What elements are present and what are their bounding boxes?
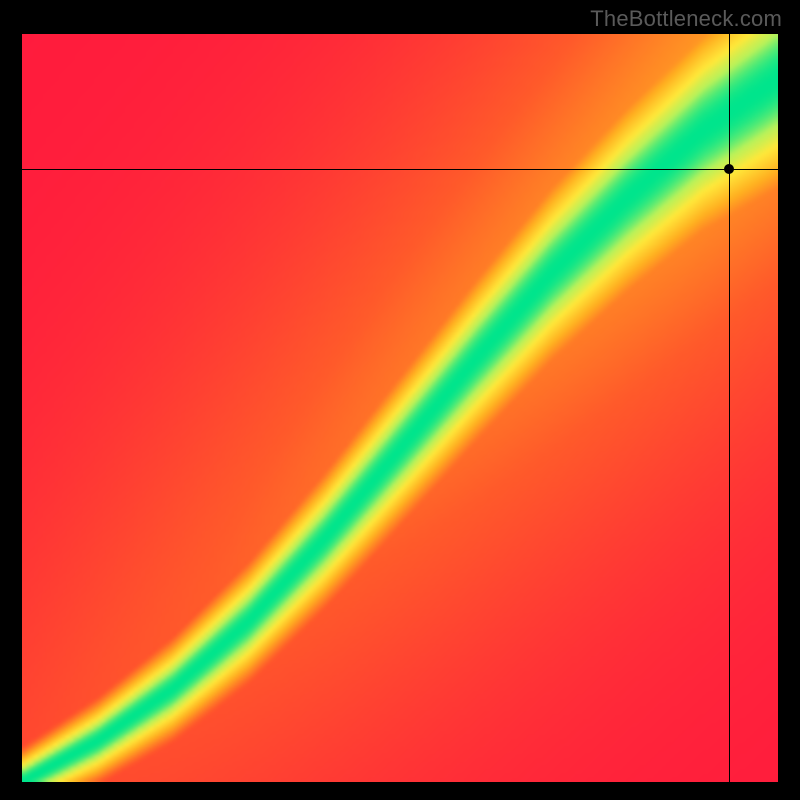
crosshair-vertical (729, 34, 730, 782)
heatmap-canvas (22, 34, 778, 782)
crosshair-horizontal (22, 169, 778, 170)
watermark-text: TheBottleneck.com (590, 6, 782, 32)
heatmap-plot (22, 34, 778, 782)
crosshair-marker (724, 164, 734, 174)
